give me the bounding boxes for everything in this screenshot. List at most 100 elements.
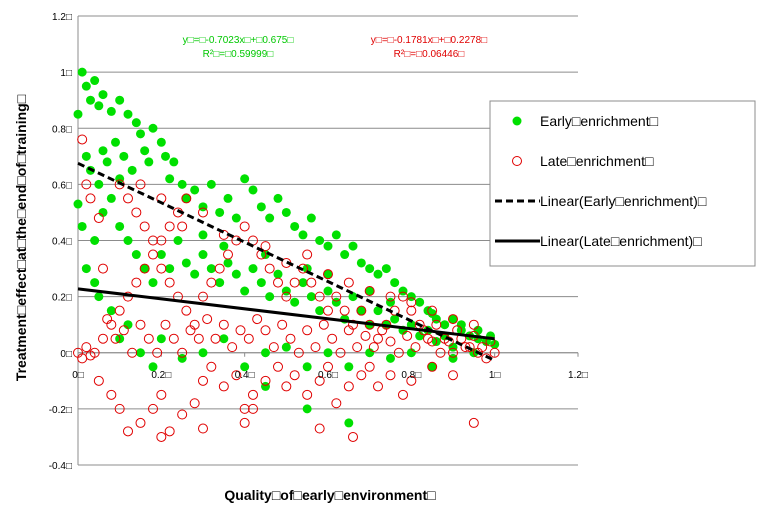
early-enrichment-point [365, 264, 375, 274]
late-enrichment-point [114, 305, 125, 316]
late-enrichment-point [177, 221, 188, 232]
early-enrichment-point [256, 202, 266, 212]
late-enrichment-point [448, 314, 458, 325]
late-enrichment-point [123, 426, 133, 437]
early-enrichment-point [106, 106, 116, 116]
late-enrichment-point [327, 333, 338, 344]
late-enrichment-point [289, 277, 300, 288]
early-enrichment-point [73, 109, 83, 119]
late-enrichment-point [427, 361, 438, 372]
early-enrichment-point [111, 137, 120, 147]
late-enrichment-point [193, 333, 204, 344]
early-enrichment-point [415, 331, 425, 341]
late-enrichment-point [273, 361, 283, 372]
early-enrichment-point [415, 297, 425, 307]
early-enrichment-point [344, 362, 354, 372]
late-enrichment-point [281, 381, 292, 392]
early-enrichment-point [106, 193, 116, 203]
late-enrichment-point [93, 213, 104, 224]
early-enrichment-point [215, 207, 225, 217]
late-enrichment-point [123, 193, 133, 204]
early-enrichment-point [123, 320, 133, 330]
late-enrichment-point [148, 249, 158, 260]
late-enrichment-point [152, 347, 163, 358]
late-enrichment-point [302, 249, 313, 260]
late-enrichment-point [281, 291, 292, 302]
early-enrichment-point [115, 174, 125, 184]
y-tick-label: -0.2□ [49, 405, 72, 416]
early-enrichment-point [298, 278, 308, 288]
early-enrichment-point [198, 230, 208, 240]
early-enrichment-point [165, 264, 175, 274]
late-enrichment-point [239, 403, 250, 414]
early-enrichment-point [77, 67, 87, 77]
early-enrichment-point [94, 101, 104, 111]
late-enrichment-point [264, 263, 275, 274]
late-enrichment-point [356, 370, 367, 381]
early-enrichment-point [265, 292, 275, 302]
x-tick-label: 1□ [489, 370, 501, 381]
y-tick-label: 0.8□ [52, 124, 72, 135]
early-enrichment-point [231, 269, 241, 279]
late-enrichment-point [343, 277, 354, 288]
late-enrichment-point [435, 347, 446, 358]
early-enrichment-point [323, 348, 333, 358]
late-enrichment-point [206, 361, 217, 372]
late-enrichment-point [402, 330, 413, 341]
early-enrichment-point [490, 339, 500, 349]
y-tick-label: 1.2□ [52, 12, 72, 23]
late-enrichment-point [285, 333, 296, 344]
early-enrichment-point [148, 123, 158, 133]
late-enrichment-point [189, 398, 200, 409]
late-enrichment-point [268, 342, 279, 353]
late-enrichment-point [443, 336, 454, 347]
early-enrichment-point [81, 264, 91, 274]
late-enrichment-point [314, 375, 325, 386]
early-enrichment-point [90, 236, 100, 245]
early-enrichment-point [190, 269, 200, 279]
early-enrichment-point [102, 157, 112, 167]
late-enrichment-point [139, 263, 150, 274]
early-enrichment-point [115, 95, 125, 105]
early-enrichment-point [381, 264, 391, 274]
late-enrichment-point [343, 381, 354, 392]
early-enrichment-point [215, 278, 225, 288]
late-enrichment-point [314, 423, 325, 434]
late-enrichment-point [343, 325, 354, 336]
early-r2: R²□=□0.59999□ [203, 49, 274, 60]
early-enrichment-point [144, 157, 154, 167]
late-enrichment-point [177, 409, 188, 420]
early-enrichment-point [256, 278, 266, 288]
early-enrichment-point [386, 353, 395, 363]
late-enrichment-point [181, 305, 192, 316]
late-enrichment-point [248, 389, 258, 400]
early-enrichment-point [331, 230, 341, 240]
late-enrichment-point [427, 305, 438, 316]
early-enrichment-point [136, 129, 145, 139]
late-enrichment-point [135, 417, 146, 428]
early-enrichment-point [206, 264, 216, 274]
early-enrichment-point [177, 179, 187, 189]
early-enrichment-point [156, 334, 166, 344]
early-enrichment-point [98, 207, 108, 217]
late-enrichment-point [131, 277, 142, 288]
y-axis-title: Treatment□effect□at□the□end□of□training□ [13, 94, 29, 381]
early-enrichment-point [398, 286, 408, 296]
late-enrichment-point [368, 342, 379, 353]
tick-labels: -0.4□ -0.2□ 0□ 0.2□ 0.4□ 0.6□ 0.8□ 1□ 1.2□ 0□ 0.2□… [49, 12, 588, 472]
late-enrichment-point [185, 325, 196, 336]
early-enrichment-point [323, 286, 333, 296]
early-enrichment-point [177, 353, 187, 363]
x-tick-label: 0.8□ [401, 370, 421, 381]
late-enrichment-point [81, 179, 92, 190]
late-enrichment-point [131, 207, 142, 218]
late-enrichment-point [310, 342, 321, 353]
early-enrichment-point [306, 292, 316, 302]
late-enrichment-point [431, 319, 442, 330]
late-enrichment-point [198, 207, 208, 218]
late-enrichment-point [218, 381, 229, 392]
late-enrichment-point [177, 347, 188, 358]
early-enrichment-point [106, 306, 116, 316]
early-enrichment-point [331, 297, 341, 307]
